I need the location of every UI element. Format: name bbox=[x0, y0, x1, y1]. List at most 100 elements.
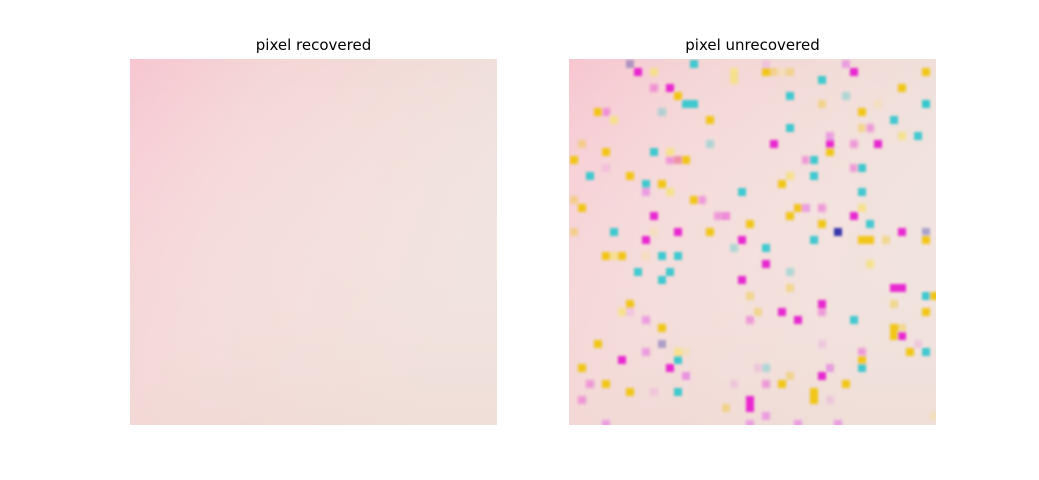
noise-pixel bbox=[602, 164, 610, 172]
noise-pixel bbox=[770, 140, 778, 148]
noise-pixel bbox=[658, 324, 666, 332]
noise-pixel bbox=[858, 188, 866, 196]
noise-pixel bbox=[674, 228, 682, 236]
noise-pixel bbox=[802, 204, 810, 212]
noise-pixel bbox=[922, 100, 930, 108]
noise-pixel bbox=[722, 404, 730, 412]
noise-pixel bbox=[690, 60, 698, 68]
noise-pixel bbox=[602, 380, 610, 388]
noise-pixel bbox=[786, 124, 794, 132]
noise-pixel bbox=[842, 60, 850, 68]
noise-pixel bbox=[922, 292, 930, 300]
noise-pixel bbox=[650, 84, 658, 92]
noise-pixel bbox=[730, 68, 738, 76]
noise-pixel bbox=[618, 308, 626, 316]
noise-pixel bbox=[762, 68, 770, 76]
noise-pixel bbox=[818, 308, 826, 316]
noise-pixel bbox=[762, 260, 770, 268]
noise-pixel bbox=[786, 68, 794, 76]
noise-pixel bbox=[874, 100, 882, 108]
noise-pixel bbox=[690, 100, 698, 108]
noise-pixel bbox=[914, 340, 922, 348]
noise-pixel bbox=[834, 228, 842, 236]
noise-pixel bbox=[578, 396, 586, 404]
noise-pixel bbox=[594, 108, 602, 116]
noise-pixel bbox=[578, 364, 586, 372]
noise-pixel bbox=[738, 188, 746, 196]
noise-pixel bbox=[682, 156, 690, 164]
noise-pixel bbox=[898, 84, 906, 92]
noise-pixel bbox=[642, 252, 650, 260]
noise-pixel bbox=[818, 76, 826, 84]
noise-pixel bbox=[738, 276, 746, 284]
noise-pixel bbox=[794, 420, 802, 425]
noise-pixel bbox=[650, 148, 658, 156]
noise-pixel bbox=[746, 220, 754, 228]
noise-pixel bbox=[650, 228, 658, 236]
noise-pixel bbox=[858, 356, 866, 364]
noise-pixel bbox=[898, 228, 906, 236]
noise-pixel bbox=[890, 116, 898, 124]
noise-pixel bbox=[786, 92, 794, 100]
noise-pixel bbox=[898, 284, 906, 292]
noise-pixel bbox=[666, 84, 674, 92]
noise-pixel bbox=[786, 268, 794, 276]
noise-pixel bbox=[866, 220, 874, 228]
noise-pixel bbox=[626, 172, 634, 180]
noise-pixel bbox=[810, 156, 818, 164]
noise-pixel bbox=[666, 148, 674, 156]
noise-pixel bbox=[810, 388, 818, 396]
noise-pixel bbox=[666, 156, 674, 164]
noise-pixel bbox=[930, 292, 936, 300]
noise-pixel bbox=[762, 364, 770, 372]
noise-pixel bbox=[866, 124, 874, 132]
noise-pixel bbox=[826, 140, 834, 148]
noise-pixel bbox=[778, 68, 786, 76]
noise-pixel bbox=[626, 388, 634, 396]
noise-pixel bbox=[826, 364, 834, 372]
noise-pixel bbox=[810, 396, 818, 404]
noise-pixel bbox=[786, 372, 794, 380]
noise-pixel bbox=[698, 196, 706, 204]
noise-pixel bbox=[826, 132, 834, 140]
noise-pixel bbox=[730, 76, 738, 84]
noise-pixel bbox=[666, 268, 674, 276]
noise-pixel bbox=[610, 228, 618, 236]
noise-pixel bbox=[706, 140, 714, 148]
noise-pixel bbox=[826, 148, 834, 156]
noise-pixel bbox=[674, 252, 682, 260]
noise-pixel bbox=[746, 292, 754, 300]
noise-pixel bbox=[626, 308, 634, 316]
noise-pixel bbox=[746, 396, 754, 404]
noise-pixel bbox=[874, 140, 882, 148]
noise-pixel bbox=[746, 316, 754, 324]
noise-pixel bbox=[634, 268, 642, 276]
noise-pixel bbox=[882, 236, 890, 244]
noise-pixel bbox=[578, 140, 586, 148]
noise-pixel bbox=[818, 204, 826, 212]
noise-pixel bbox=[810, 172, 818, 180]
noise-pixel bbox=[650, 388, 658, 396]
noise-pixel bbox=[674, 92, 682, 100]
noise-pixel bbox=[610, 116, 618, 124]
noise-pixel bbox=[786, 284, 794, 292]
noise-pixel bbox=[618, 356, 626, 364]
noise-pixel bbox=[762, 60, 770, 68]
noise-pixel bbox=[866, 260, 874, 268]
unrecovered-image bbox=[569, 59, 936, 425]
noise-pixel bbox=[898, 132, 906, 140]
noise-pixel bbox=[858, 164, 866, 172]
noise-pixel bbox=[826, 396, 834, 404]
noise-pixel bbox=[890, 284, 898, 292]
noise-pixel bbox=[594, 340, 602, 348]
noise-pixel bbox=[658, 340, 666, 348]
noise-pixel bbox=[730, 380, 738, 388]
noise-pixel bbox=[858, 204, 866, 212]
noise-pixel bbox=[778, 308, 786, 316]
noise-pixel bbox=[866, 236, 874, 244]
noise-pixel bbox=[858, 348, 866, 356]
noise-pixel bbox=[674, 348, 682, 356]
noise-pixel bbox=[642, 188, 650, 196]
noise-pixel bbox=[658, 252, 666, 260]
